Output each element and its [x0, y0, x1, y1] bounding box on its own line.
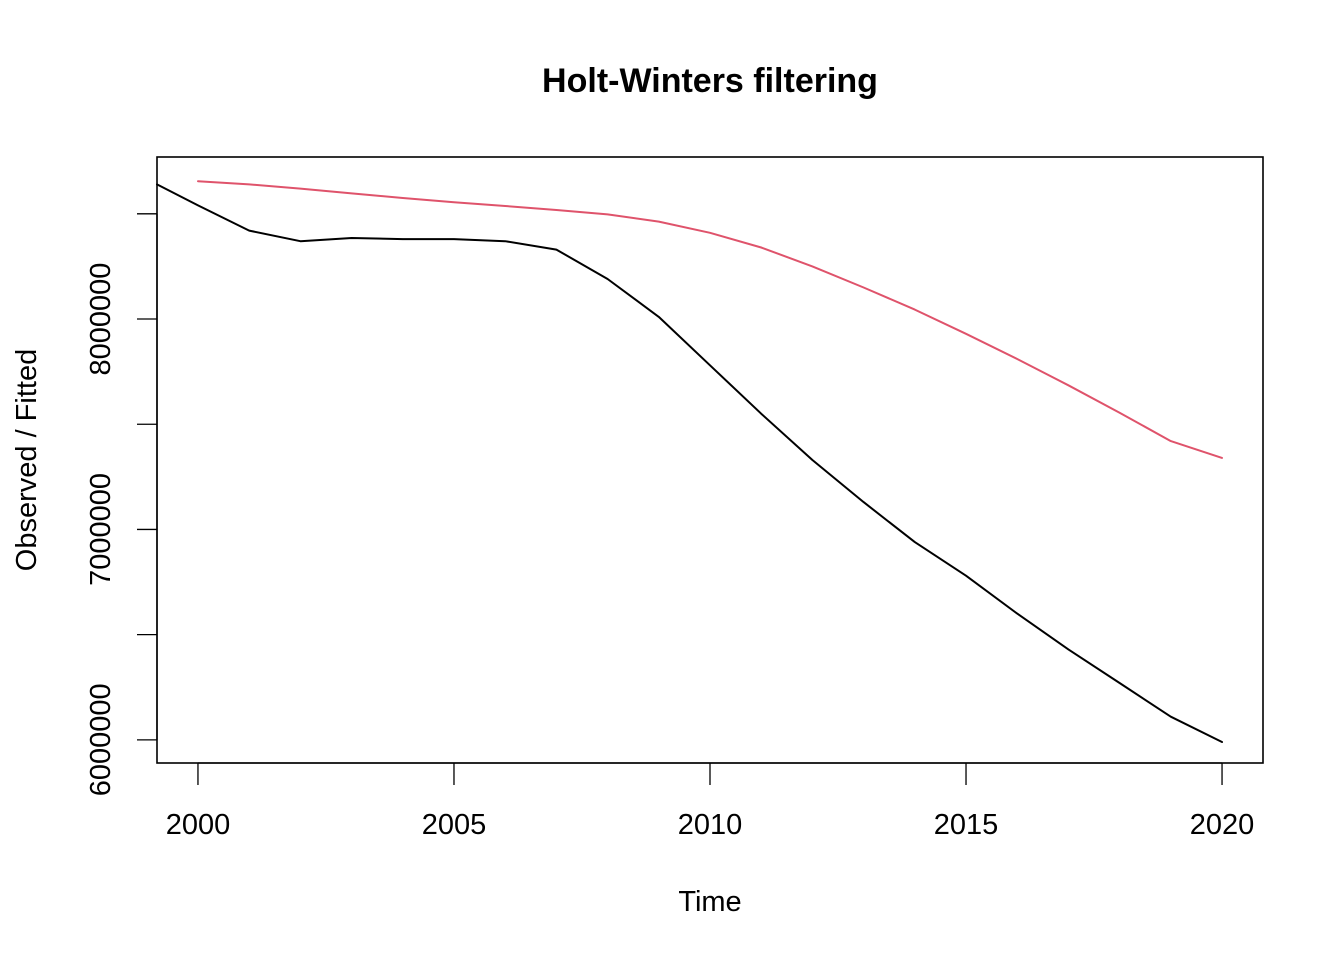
- y-tick-label: 6000000: [85, 683, 117, 796]
- fitted-line: [197, 180, 1223, 459]
- observed-line: [156, 183, 1223, 743]
- plot-frame: [156, 156, 1264, 764]
- x-axis: 2000 2005 2010 2015 2020: [166, 762, 1255, 841]
- x-tick-label: 2020: [1190, 809, 1255, 841]
- series-layer: [156, 180, 1223, 743]
- y-axis-label: Observed / Fitted: [11, 349, 43, 571]
- y-axis: 6000000 7000000 8000000: [85, 213, 158, 796]
- y-tick-label: 7000000: [85, 473, 117, 586]
- x-tick-label: 2015: [934, 809, 999, 841]
- x-tick-label: 2000: [166, 809, 231, 841]
- y-tick-label: 8000000: [85, 263, 117, 376]
- x-tick-label: 2010: [678, 809, 743, 841]
- x-axis-label: Time: [678, 886, 741, 918]
- chart-title: Holt-Winters filtering: [542, 62, 878, 100]
- x-tick-label: 2005: [422, 809, 487, 841]
